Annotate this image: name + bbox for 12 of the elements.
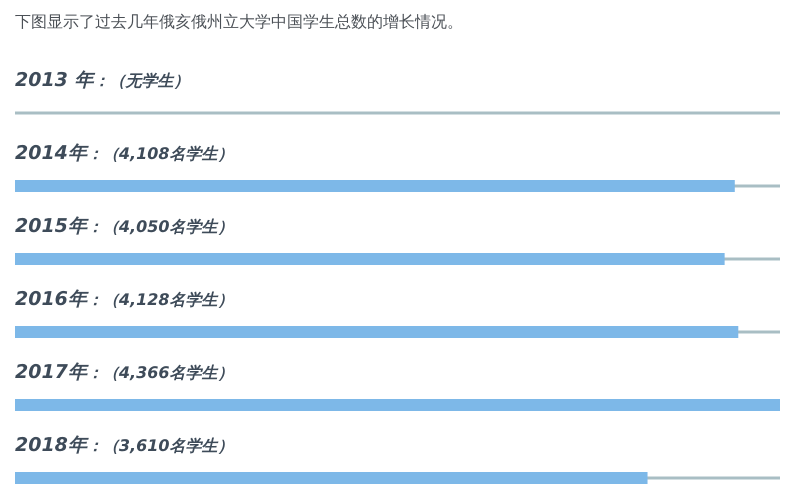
bar [15,399,780,411]
y-tick-label: 2016年 [15,288,89,310]
y-tick-label: 2014年 [15,142,89,164]
bar [15,472,648,484]
bar [15,180,735,192]
y-tick-label: 2015年 [15,214,89,237]
y-tick-label: 2017年 [15,360,89,383]
y-tick-label: 2013 年 [15,68,96,91]
y-tick-label: 2018年 [15,434,89,456]
bar [15,326,738,338]
bar [15,253,725,265]
chart-title: 下图显示了过去几年俄亥俄州立大学中国学生总数的增长情况。 [15,12,463,32]
